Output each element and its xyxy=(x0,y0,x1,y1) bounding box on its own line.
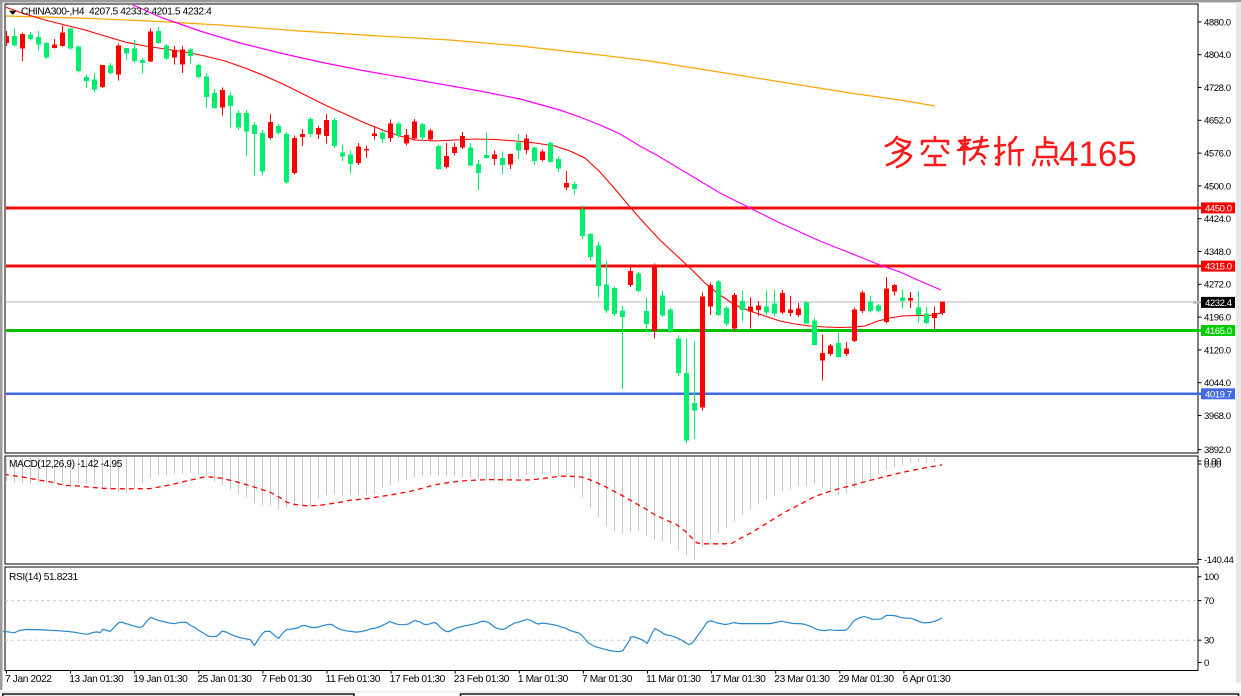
svg-text:17 Feb 01:30: 17 Feb 01:30 xyxy=(390,674,446,685)
svg-text:70: 70 xyxy=(1204,596,1214,607)
svg-text:4232.4: 4232.4 xyxy=(1205,298,1233,309)
svg-text:19 Jan 01:30: 19 Jan 01:30 xyxy=(133,674,188,685)
svg-text:4728.0: 4728.0 xyxy=(1204,83,1231,94)
svg-text:4576.0: 4576.0 xyxy=(1204,149,1231,160)
svg-text:4196.0: 4196.0 xyxy=(1204,313,1231,324)
svg-text:3892.0: 3892.0 xyxy=(1204,445,1231,456)
svg-text:3968.0: 3968.0 xyxy=(1204,411,1231,422)
svg-text:4315.0: 4315.0 xyxy=(1205,262,1232,273)
svg-text:1 Mar 01:30: 1 Mar 01:30 xyxy=(518,674,569,685)
svg-text:7 Mar 01:30: 7 Mar 01:30 xyxy=(582,674,633,685)
svg-text:4165: 4165 xyxy=(1059,135,1137,174)
svg-text:4450.0: 4450.0 xyxy=(1205,204,1232,215)
svg-text:CHINA300-,H4 4207.5 4233.2 42: CHINA300-,H4 4207.5 4233.2 4201.5 4232.4 xyxy=(21,7,212,18)
svg-text:RSI(14) 51.8231: RSI(14) 51.8231 xyxy=(9,572,78,583)
svg-text:4652.0: 4652.0 xyxy=(1204,116,1231,127)
svg-text:6 Apr 01:30: 6 Apr 01:30 xyxy=(903,674,951,685)
svg-text:0.00: 0.00 xyxy=(1204,456,1221,467)
svg-text:4044.0: 4044.0 xyxy=(1204,378,1231,389)
svg-text:4424.0: 4424.0 xyxy=(1204,214,1231,225)
svg-text:11 Mar 01:30: 11 Mar 01:30 xyxy=(646,674,701,685)
svg-text:25 Jan 01:30: 25 Jan 01:30 xyxy=(197,674,252,685)
svg-text:11 Feb 01:30: 11 Feb 01:30 xyxy=(326,674,381,685)
svg-text:23 Feb 01:30: 23 Feb 01:30 xyxy=(454,674,510,685)
svg-text:17 Mar 01:30: 17 Mar 01:30 xyxy=(710,674,766,685)
svg-text:4804.0: 4804.0 xyxy=(1204,50,1231,61)
svg-text:7 Feb 01:30: 7 Feb 01:30 xyxy=(262,674,313,685)
svg-text:-140.44: -140.44 xyxy=(1204,555,1235,566)
svg-text:4500.0: 4500.0 xyxy=(1204,181,1231,192)
svg-text:4272.0: 4272.0 xyxy=(1204,280,1231,291)
svg-text:4348.0: 4348.0 xyxy=(1204,247,1231,258)
svg-text:0.00: 0.00 xyxy=(1204,459,1221,470)
svg-text:23 Mar 01:30: 23 Mar 01:30 xyxy=(774,674,830,685)
svg-text:4165.0: 4165.0 xyxy=(1205,326,1232,337)
svg-text:4880.0: 4880.0 xyxy=(1204,17,1231,28)
svg-text:4019.7: 4019.7 xyxy=(1205,389,1232,400)
svg-text:4120.0: 4120.0 xyxy=(1204,345,1231,356)
svg-text:0: 0 xyxy=(1204,658,1209,669)
svg-text:100: 100 xyxy=(1204,572,1219,583)
svg-text:29 Mar 01:30: 29 Mar 01:30 xyxy=(838,674,894,685)
svg-text:7 Jan 2022: 7 Jan 2022 xyxy=(5,674,52,685)
svg-text:30: 30 xyxy=(1204,636,1214,647)
svg-text:13 Jan 01:30: 13 Jan 01:30 xyxy=(69,674,124,685)
svg-text:MACD(12,26,9) -1.42 -4.95: MACD(12,26,9) -1.42 -4.95 xyxy=(9,459,123,470)
